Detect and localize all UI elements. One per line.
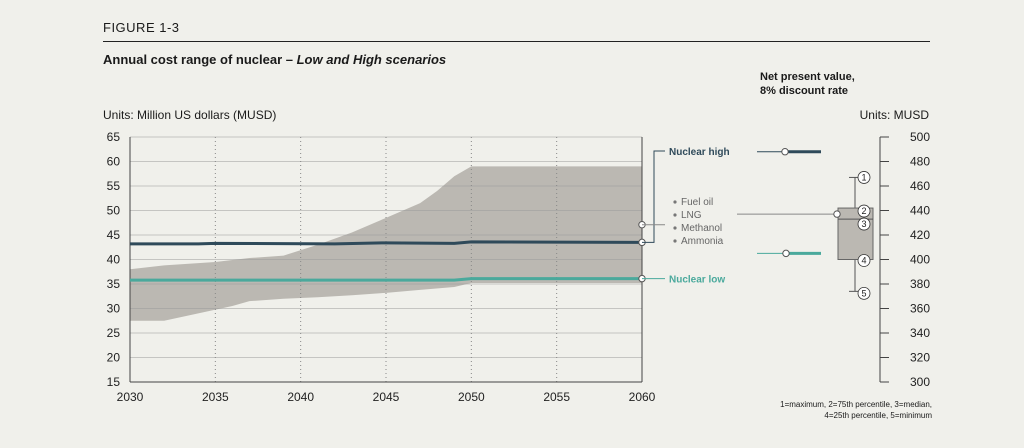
footnote-line2: 4=25th percentile, 5=minimum xyxy=(824,411,932,420)
units-left-value: Million US dollars (MUSD) xyxy=(137,108,277,122)
npv-title-line1: Net present value, xyxy=(760,71,855,83)
box-marker-circle xyxy=(857,171,871,184)
box-marker-label: 2 xyxy=(861,206,866,216)
box-marker-circle xyxy=(857,254,871,267)
fuel-label: LNG xyxy=(681,210,702,221)
right-y-tick-label: 340 xyxy=(910,326,930,340)
right-y-tick-label: 360 xyxy=(910,302,930,316)
y-tick-label: 40 xyxy=(107,253,121,267)
left-units-label: Units: Million US dollars (MUSD) xyxy=(103,108,276,122)
right-y-tick-label: 380 xyxy=(910,277,930,291)
series-line-nuclear-high xyxy=(130,240,643,246)
right-y-tick-label: 400 xyxy=(910,253,930,267)
title-main: Annual cost range of nuclear – xyxy=(103,52,297,67)
box-marker-label: 3 xyxy=(861,219,866,229)
y-tick-label: 50 xyxy=(107,204,121,218)
right-units-label: Units: MUSD xyxy=(860,108,929,122)
x-tick-label: 2035 xyxy=(202,390,229,404)
label-nuclear-low: Nuclear low xyxy=(669,275,725,286)
x-tick-label: 2060 xyxy=(629,390,656,404)
leader-nuclear-high xyxy=(642,150,665,243)
fuel-bullet xyxy=(673,200,677,204)
fuel-bullet xyxy=(673,213,677,217)
y-tick-label: 25 xyxy=(107,326,121,340)
box-marker-label: 1 xyxy=(861,172,866,182)
right-y-tick-label: 480 xyxy=(910,155,930,169)
fuel-bullet xyxy=(673,239,677,243)
footnote: 1=maximum, 2=75th percentile, 3=median, 4… xyxy=(738,399,932,421)
npv-nuclear-high-marker xyxy=(781,148,789,156)
x-tick-label: 2050 xyxy=(458,390,485,404)
right-y-tick-label: 300 xyxy=(910,375,930,389)
box-marker-circle xyxy=(857,217,871,231)
figure-label: FIGURE 1-3 xyxy=(103,20,180,35)
right-y-tick-label: 440 xyxy=(910,204,930,218)
npv-title: Net present value, 8% discount rate xyxy=(760,70,855,98)
x-tick-label: 2055 xyxy=(543,390,570,404)
label-nuclear-high: Nuclear high xyxy=(669,147,730,158)
x-tick-label: 2045 xyxy=(373,390,400,404)
right-y-tick-label: 460 xyxy=(910,179,930,193)
fuel-label: Fuel oil xyxy=(681,197,713,208)
npv-nuclear-low-marker xyxy=(782,249,790,258)
x-tick-label: 2040 xyxy=(287,390,314,404)
box-marker-label: 4 xyxy=(861,256,866,266)
chart-title: Annual cost range of nuclear – Low and H… xyxy=(103,52,446,67)
top-divider xyxy=(103,41,930,42)
fuel-npv-marker xyxy=(833,210,841,218)
y-tick-label: 60 xyxy=(107,155,121,169)
fuel-label: Methanol xyxy=(681,223,722,234)
title-subtitle: Low and High scenarios xyxy=(296,52,447,67)
box-iqr xyxy=(837,207,874,261)
right-y-tick-label: 420 xyxy=(910,228,930,242)
box-marker-circle xyxy=(857,286,871,300)
box-marker-circle xyxy=(857,204,871,218)
fuel-label: Ammonia xyxy=(681,236,724,247)
units-left-prefix: Units: xyxy=(103,108,138,122)
y-tick-label: 15 xyxy=(107,375,121,389)
y-tick-label: 65 xyxy=(107,130,121,144)
units-right-value: MUSD xyxy=(893,108,929,122)
series-line-nuclear-low xyxy=(130,277,642,282)
right-y-tick-label: 500 xyxy=(910,130,930,144)
y-tick-label: 30 xyxy=(107,302,121,316)
npv-title-line2: 8% discount rate xyxy=(760,85,849,97)
y-tick-label: 20 xyxy=(107,351,121,365)
y-tick-label: 45 xyxy=(107,228,121,242)
x-tick-label: 2030 xyxy=(117,390,144,404)
y-tick-label: 35 xyxy=(107,277,121,291)
footnote-line1: 1=maximum, 2=75th percentile, 3=median, xyxy=(780,400,932,409)
units-right-prefix: Units: xyxy=(859,108,894,122)
fuel-bullet xyxy=(673,226,677,230)
y-tick-label: 55 xyxy=(107,179,121,193)
right-y-tick-label: 320 xyxy=(910,351,930,365)
box-marker-label: 5 xyxy=(861,288,866,298)
